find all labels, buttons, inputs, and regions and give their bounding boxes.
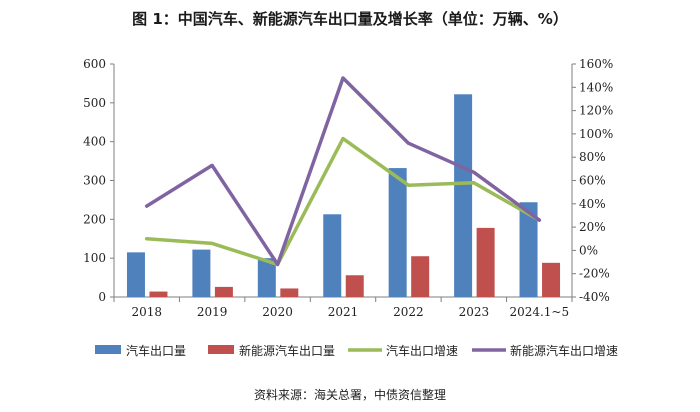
lines xyxy=(144,76,542,267)
legend-nev-export-swatch xyxy=(208,345,234,354)
bar-nev-export xyxy=(280,288,299,297)
right-tick-label: 160% xyxy=(579,57,613,71)
right-tick-label: -40% xyxy=(579,290,610,304)
bar-nev-export xyxy=(149,291,168,297)
left-tick-label: 600 xyxy=(83,57,106,71)
bar-nev-export xyxy=(345,275,364,297)
right-tick-label: 0% xyxy=(579,243,598,257)
bar-vehicle-export xyxy=(323,214,342,297)
legend-vehicle-growth-label: 汽车出口增速 xyxy=(386,343,458,358)
x-tick-label: 2018 xyxy=(131,305,162,319)
left-tick-label: 100 xyxy=(83,251,106,265)
right-tick-label: 40% xyxy=(579,197,606,211)
bar-vehicle-export xyxy=(192,249,211,297)
bars xyxy=(126,94,561,297)
bar-vehicle-export xyxy=(519,202,538,297)
legend-vehicle-export-swatch xyxy=(95,345,121,354)
bar-vehicle-export xyxy=(126,252,145,297)
x-tick-label: 2019 xyxy=(197,305,228,319)
bar-nev-export xyxy=(476,227,495,297)
source-note: 资料来源：海关总署，中债资信整理 xyxy=(253,388,446,402)
legend: 汽车出口量 新能源汽车出口量 汽车出口增速 新能源汽车出口增速 xyxy=(95,343,618,358)
line-nev-growth xyxy=(144,76,542,267)
legend-nev-growth-label: 新能源汽车出口增速 xyxy=(510,343,618,358)
right-tick-label: 120% xyxy=(579,104,613,118)
bar-vehicle-export xyxy=(257,258,276,297)
chart-title: 图 1：中国汽车、新能源汽车出口量及增长率（单位：万辆、%） xyxy=(132,10,568,28)
left-tick-label: 500 xyxy=(83,96,106,110)
left-tick-label: 0 xyxy=(98,290,106,304)
right-tick-label: 20% xyxy=(579,220,606,234)
x-tick-label: 2022 xyxy=(393,305,424,319)
bar-vehicle-export xyxy=(454,94,473,297)
bar-nev-export xyxy=(214,286,233,297)
left-tick-label: 400 xyxy=(83,135,106,149)
x-tick-label: 2020 xyxy=(262,305,293,319)
x-tick-label: 2024.1~5 xyxy=(509,305,569,319)
bar-vehicle-export xyxy=(388,168,407,297)
right-tick-label: 140% xyxy=(579,80,613,94)
right-tick-label: 60% xyxy=(579,174,606,188)
left-tick-label: 200 xyxy=(83,212,106,226)
right-tick-label: -20% xyxy=(579,267,610,281)
right-tick-label: 100% xyxy=(579,127,613,141)
line-vehicle-growth xyxy=(144,136,542,267)
bar-nev-export xyxy=(411,256,430,297)
x-tick-label: 2021 xyxy=(328,305,359,319)
legend-nev-export-label: 新能源汽车出口量 xyxy=(239,343,335,358)
left-tick-label: 300 xyxy=(83,174,106,188)
x-tick-label: 2023 xyxy=(459,305,490,319)
right-tick-label: 80% xyxy=(579,150,606,164)
legend-vehicle-export-label: 汽车出口量 xyxy=(126,343,186,358)
axes: 0 100 200 300 400 500 600 -40% -20% 0% 20% 40% 60% 80… xyxy=(83,57,613,319)
bar-nev-export xyxy=(542,262,561,297)
